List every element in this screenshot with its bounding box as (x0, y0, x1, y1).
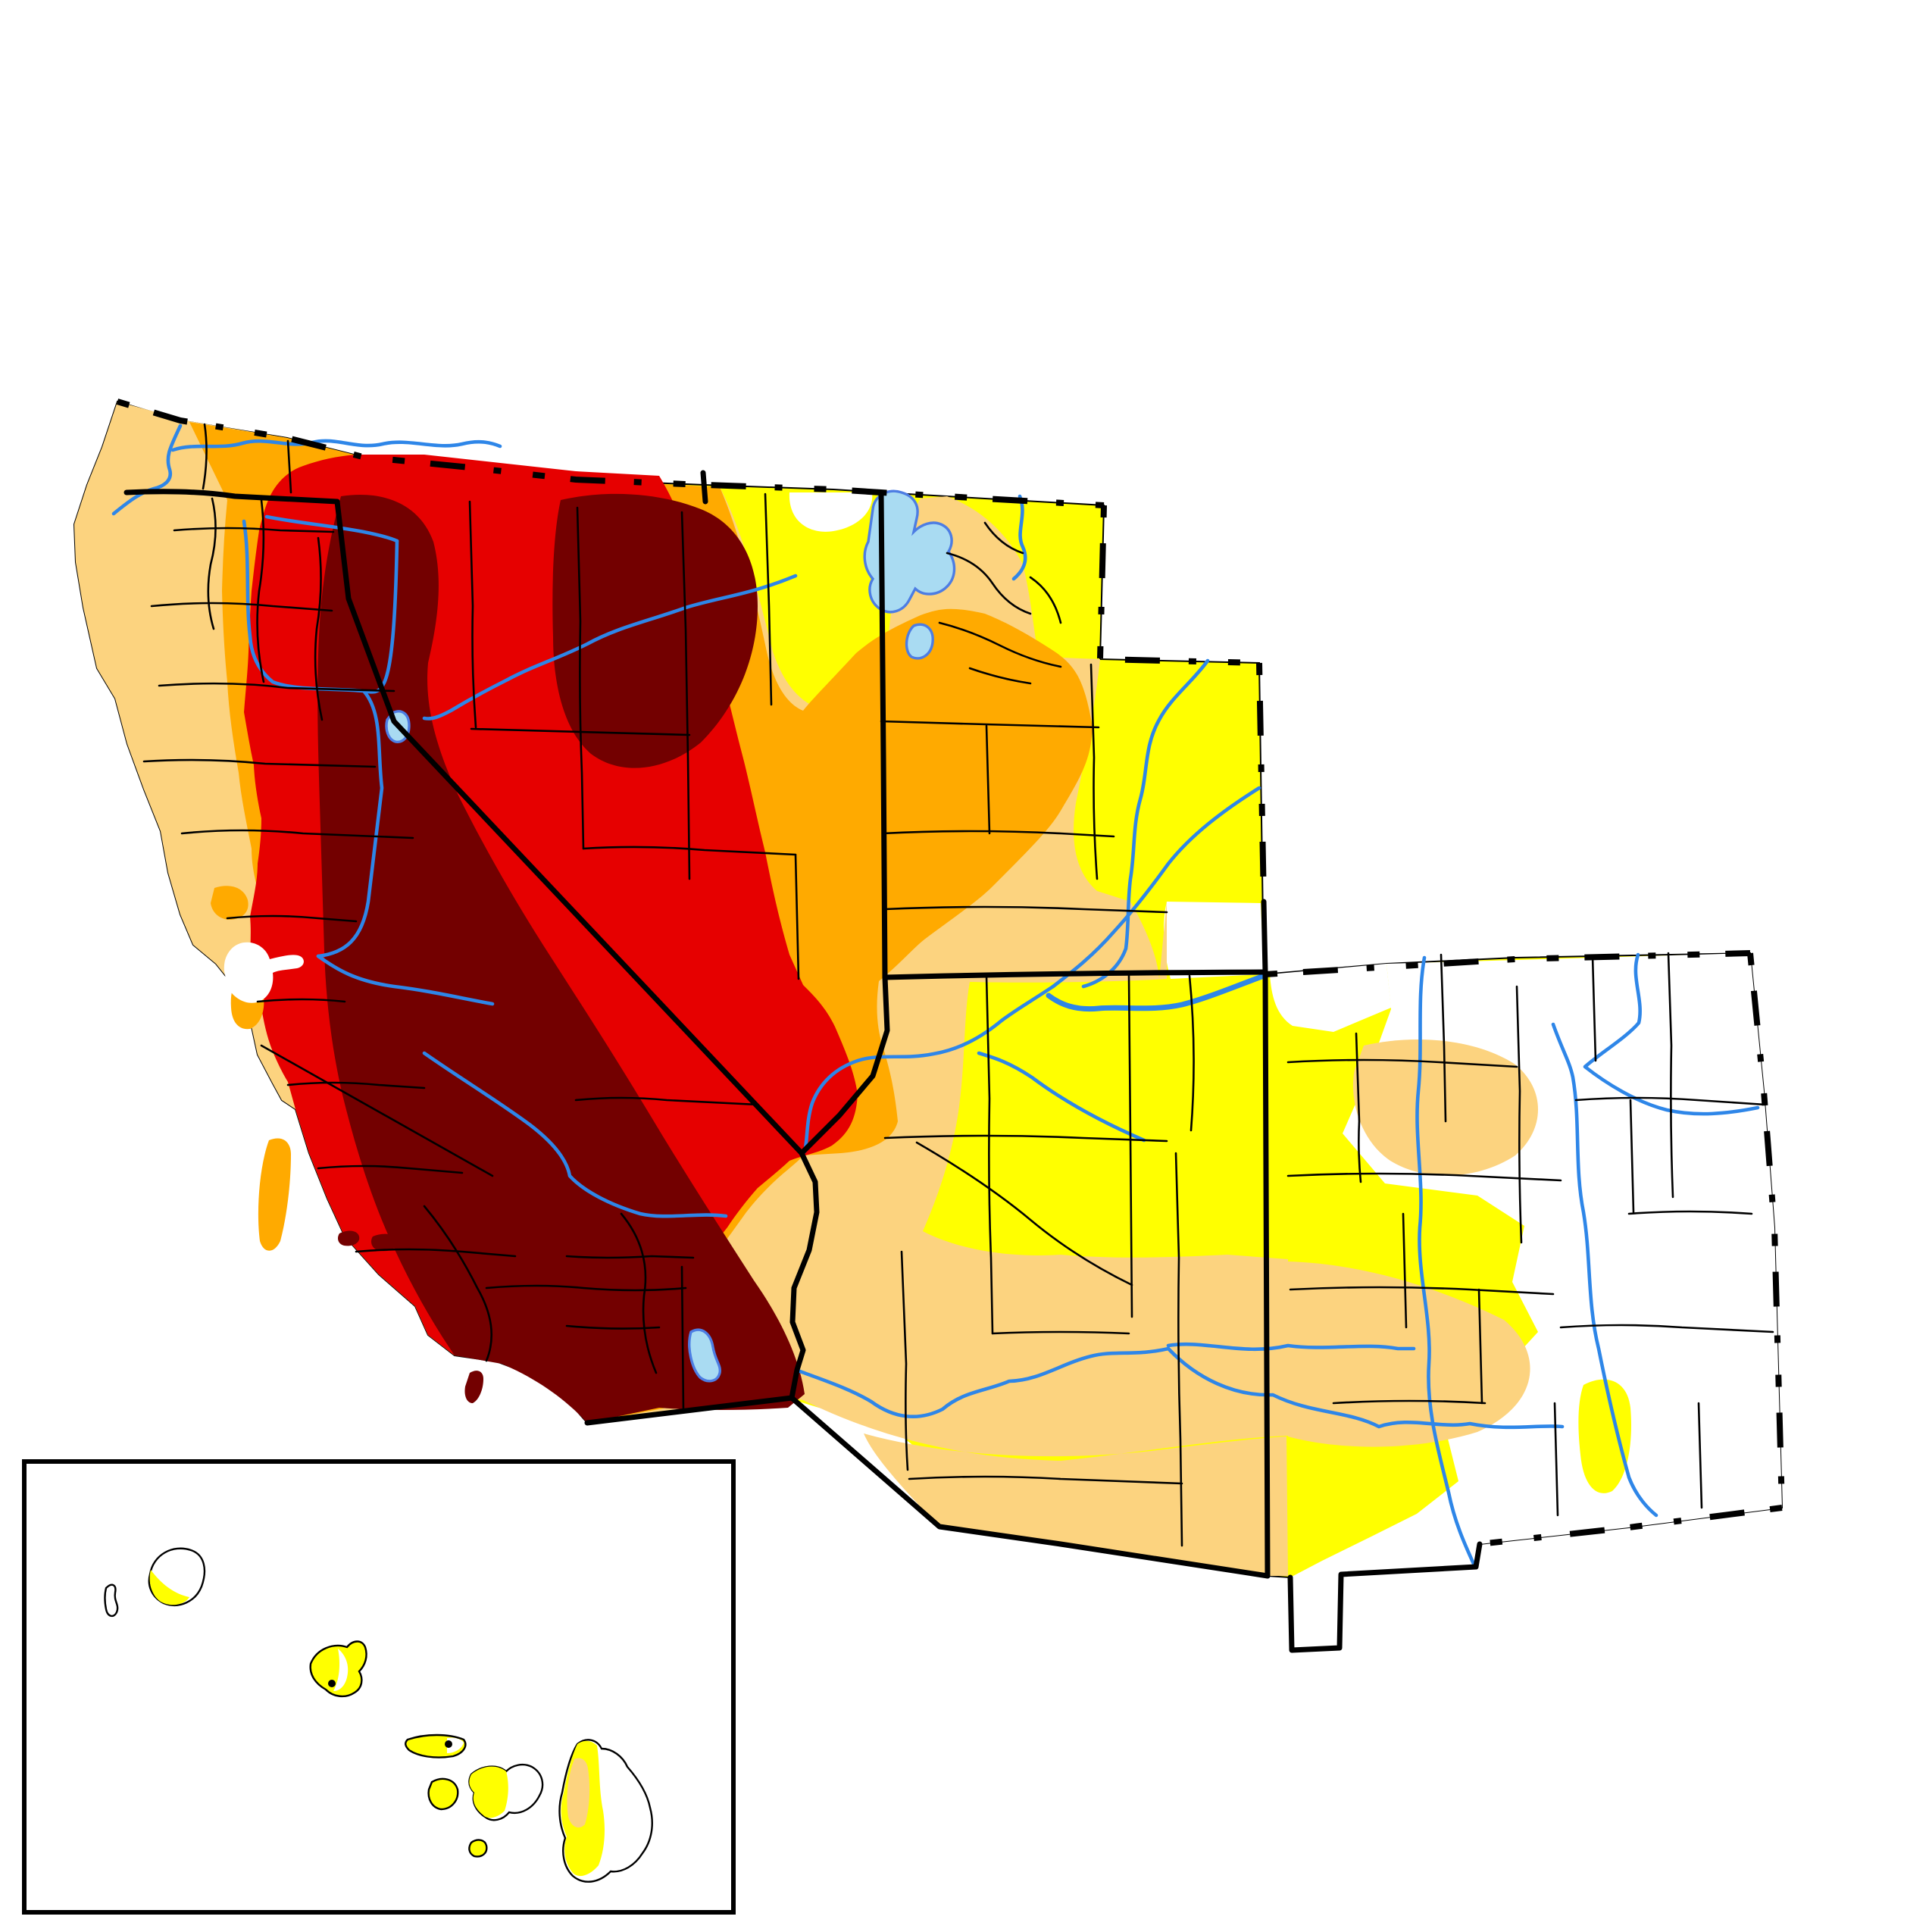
colorado-river-grand-canyon (802, 984, 1055, 1154)
channel-island-speck-3 (409, 1238, 423, 1250)
yellow-blob-south-new-mexico (1578, 1379, 1631, 1493)
tan-patch-south-new-mexico (1288, 1261, 1530, 1447)
kings-kern-river (422, 1051, 728, 1218)
humboldt-river (422, 574, 798, 721)
island-molokai-marker-dot (445, 1740, 452, 1748)
no-drought-area-se-utah (1163, 902, 1264, 979)
border-california-nevada (334, 499, 805, 1156)
pecos-river (1551, 1022, 1658, 1518)
gila-river-upper (1166, 1346, 1565, 1430)
salton-sea (688, 1328, 722, 1383)
great-salt-lake (863, 489, 956, 614)
layer-d4-exceptional-main (317, 495, 805, 1424)
lakes (385, 489, 956, 1383)
san-juan-river (1046, 973, 1267, 1012)
border-mexico-arizona (789, 1395, 1271, 1579)
orange-coast-pocket-big-sur (258, 1138, 291, 1251)
border-nevada-arizona (799, 974, 890, 1156)
island-kauai-d0-area (149, 1570, 189, 1605)
dashed-wyoming-notch (1096, 505, 1260, 666)
island-hawaii-d1-spot (567, 1758, 590, 1828)
state-boundaries (123, 470, 1483, 1653)
no-drought-area-nw-utah (789, 492, 873, 532)
border-utah-colorado-south-segment (1261, 899, 1268, 975)
rio-grande (1415, 955, 1476, 1566)
channel-island-san-clemente (464, 1371, 483, 1403)
hawaii-inset (22, 1459, 736, 1915)
border-nevada-utah (878, 489, 888, 980)
border-arizona-new-mexico (1262, 969, 1271, 1579)
region-dashed-border (116, 399, 1785, 1547)
border-utah-arizona (882, 969, 1268, 980)
island-kahoolawe (468, 1839, 488, 1858)
channel-island-speck-2 (371, 1233, 398, 1252)
dashed-newmexico-south (1479, 1505, 1783, 1547)
border-el-paso-jog (1473, 1541, 1483, 1570)
border-california-oregon (123, 489, 340, 505)
gila-river-lower (798, 1346, 1171, 1418)
border-oregon-idaho-stub (700, 470, 708, 505)
island-oahu-no-drought-band (333, 1649, 349, 1691)
island-lanai (427, 1777, 459, 1811)
canadian-river (1583, 952, 1760, 1116)
no-drought-area-nw-new-mexico (1270, 964, 1391, 1032)
island-maui-d0-west-lobe (469, 1766, 508, 1818)
island-oahu (309, 1640, 367, 1698)
border-california-arizona-river (789, 1150, 820, 1401)
channel-island-catalina (464, 1324, 495, 1344)
san-francisco-bay (224, 942, 304, 1003)
dashed-utah-colorado (1256, 662, 1267, 902)
klamath-river (111, 424, 183, 516)
island-niihau (104, 1583, 119, 1618)
channel-island-speck-1 (338, 1230, 360, 1246)
orange-coast-pocket-santa-cruz (211, 886, 249, 920)
dashed-north-border (116, 399, 1105, 508)
utah-lake (905, 623, 934, 660)
border-new-mexico-bootheel (1287, 1564, 1479, 1653)
green-river (1081, 658, 1210, 989)
border-mexico-california (584, 1395, 795, 1426)
bear-river (1011, 494, 1027, 581)
drought-layers (73, 400, 1784, 1652)
salt-river (1166, 1342, 1416, 1352)
dashed-newmexico-texas-east (1747, 952, 1785, 1508)
island-oahu-marker-dot (328, 1680, 336, 1687)
colorado-river-upper (1051, 786, 1261, 989)
oregon-strip-river (170, 439, 502, 452)
county-boundaries (142, 423, 1774, 1547)
little-colorado-river (977, 1051, 1146, 1143)
layer-d4-exceptional-nevada-blob (552, 493, 758, 768)
san-joaquin-river (316, 954, 495, 1006)
rivers (111, 424, 1760, 1566)
pit-river (264, 514, 399, 543)
sacramento-river (242, 519, 399, 958)
